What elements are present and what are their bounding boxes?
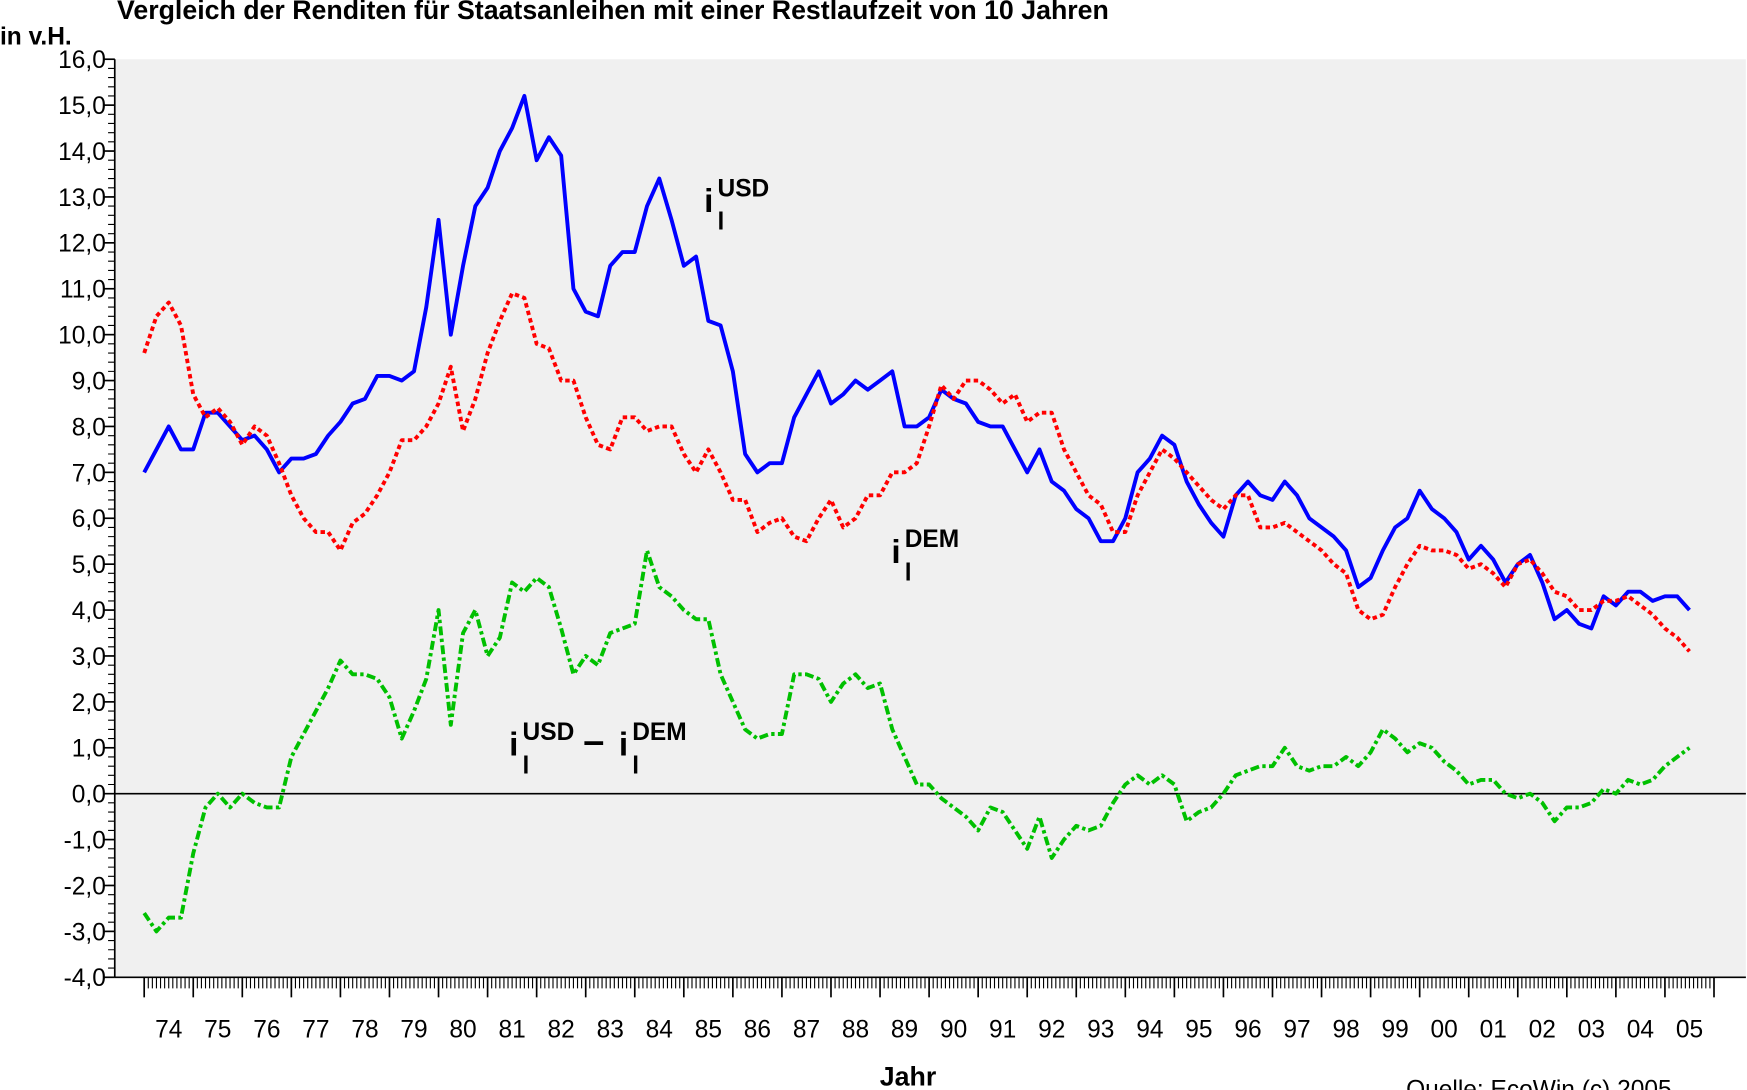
y-tick-label: 8,0 <box>72 414 106 441</box>
x-axis-label: Jahr <box>880 1061 936 1090</box>
x-tick-label: 82 <box>548 1016 575 1043</box>
y-tick-label: 13,0 <box>58 185 106 212</box>
y-tick-label: 4,0 <box>72 598 106 625</box>
y-tick-label: 6,0 <box>72 506 106 533</box>
x-tick-label: 74 <box>155 1016 182 1043</box>
x-tick-label: 00 <box>1431 1016 1458 1043</box>
x-tick-label: 80 <box>449 1016 476 1043</box>
y-tick-label: 7,0 <box>72 460 106 487</box>
x-tick-label: 84 <box>646 1016 673 1043</box>
y-tick-label: 10,0 <box>58 323 106 350</box>
y-tick-label: 11,0 <box>60 277 106 304</box>
x-tick-label: 86 <box>744 1016 771 1043</box>
y-tick-label: 16,0 <box>58 47 106 74</box>
annotation-sub: l <box>718 209 725 236</box>
x-tick-label: 79 <box>400 1016 427 1043</box>
y-tick-label: 14,0 <box>58 139 106 166</box>
y-tick-label: 2,0 <box>72 690 106 717</box>
x-tick-label: 01 <box>1480 1016 1507 1043</box>
y-tick-label: -1,0 <box>64 827 106 854</box>
y-tick-label: 1,0 <box>72 736 106 763</box>
x-tick-label: 91 <box>989 1016 1016 1043</box>
y-minor-ticks <box>108 58 115 978</box>
series-line <box>142 291 1691 653</box>
x-tick-label: 04 <box>1627 1016 1654 1043</box>
annotation-base: i <box>509 727 518 764</box>
annotation-base: i <box>704 183 713 220</box>
x-minor-ticks <box>143 977 1715 989</box>
x-tick-label: 85 <box>695 1016 722 1043</box>
x-tick-label: 88 <box>842 1016 869 1043</box>
x-tick-label: 97 <box>1283 1016 1310 1043</box>
x-tick-label: 05 <box>1676 1016 1703 1043</box>
annotation-sup: USD <box>523 719 575 746</box>
series-line <box>142 548 1691 934</box>
x-tick-label: 98 <box>1332 1016 1359 1043</box>
x-tick-label: 92 <box>1038 1016 1065 1043</box>
source-note: Quelle: EcoWin (c) 2005 <box>1406 1077 1672 1090</box>
chart-title: Vergleich der Renditen für Staatsanleihe… <box>117 0 1109 25</box>
annotation-sup: DEM <box>905 526 959 553</box>
y-axis-label: in v.H. <box>0 24 72 51</box>
x-tick-label: 87 <box>793 1016 820 1043</box>
annotation-operator: – <box>583 720 604 762</box>
series-line <box>142 93 1691 631</box>
x-tick-label: 90 <box>940 1016 967 1043</box>
x-tick-label: 89 <box>891 1016 918 1043</box>
x-tick-label: 99 <box>1381 1016 1408 1043</box>
annotation-sub: l <box>905 560 912 587</box>
annotation-base: i <box>891 534 900 571</box>
x-tick-label: 02 <box>1529 1016 1556 1043</box>
x-tick-label: 96 <box>1234 1016 1261 1043</box>
y-tick-label: -2,0 <box>64 873 106 900</box>
x-tick-label: 76 <box>253 1016 280 1043</box>
y-tick-label: 9,0 <box>72 368 106 395</box>
x-tick-label: 75 <box>204 1016 231 1043</box>
annotation-sup: USD <box>718 175 770 202</box>
x-tick-label: 95 <box>1185 1016 1212 1043</box>
y-tick-label: 12,0 <box>58 231 106 258</box>
y-tick-label: 3,0 <box>72 644 106 671</box>
y-tick-label: -4,0 <box>64 965 106 992</box>
y-tick-label: 15,0 <box>58 93 106 120</box>
x-tick-label: 94 <box>1136 1016 1163 1043</box>
annotation-base: i <box>619 727 628 764</box>
x-tick-label: 81 <box>498 1016 525 1043</box>
y-tick-label: 5,0 <box>72 552 106 579</box>
annotation-sup: DEM <box>632 719 686 746</box>
y-tick-label: 0,0 <box>72 782 106 809</box>
x-tick-label: 93 <box>1087 1016 1114 1043</box>
x-tick-label: 03 <box>1578 1016 1605 1043</box>
annotation-sub: l <box>632 752 639 779</box>
x-tick-label: 83 <box>597 1016 624 1043</box>
x-tick-label: 77 <box>302 1016 329 1043</box>
x-tick-label: 78 <box>351 1016 378 1043</box>
y-tick-label: -3,0 <box>64 919 106 946</box>
annotation-sub: l <box>523 752 530 779</box>
plot-area <box>114 59 1746 978</box>
